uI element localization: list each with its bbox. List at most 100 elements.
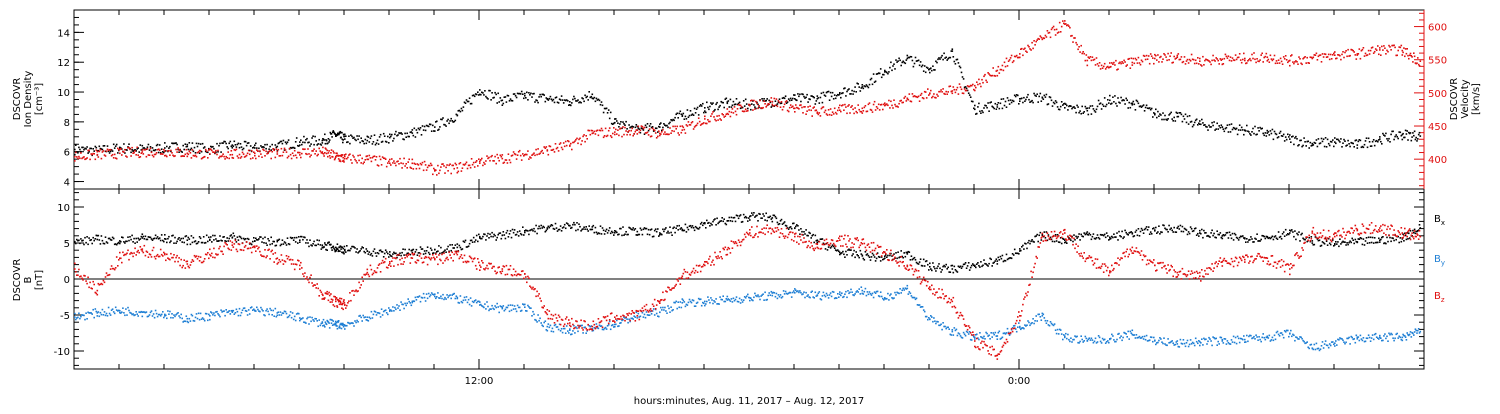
- density-point: [342, 139, 344, 141]
- velocity-point: [735, 111, 737, 113]
- velocity-point: [385, 158, 387, 160]
- density-point: [744, 105, 746, 107]
- velocity-point: [668, 134, 670, 136]
- density-point: [1108, 102, 1110, 104]
- density-point: [329, 139, 331, 141]
- by-point: [170, 317, 172, 319]
- density-point: [1187, 116, 1189, 118]
- bx-point: [391, 256, 393, 258]
- velocity-point-point: [457, 167, 459, 169]
- velocity-point: [720, 119, 722, 121]
- density-point: [1144, 110, 1146, 112]
- density-point: [945, 57, 947, 59]
- by-point: [157, 316, 159, 318]
- density-point-point: [1334, 141, 1336, 143]
- density-point: [412, 129, 414, 131]
- bx-point: [1035, 235, 1037, 237]
- bx-point: [997, 263, 999, 265]
- velocity-point: [361, 158, 363, 160]
- density-point: [521, 91, 523, 93]
- bx-point: [331, 249, 333, 251]
- density-point: [978, 103, 980, 105]
- bx-point: [810, 237, 812, 239]
- bx-point-point: [1132, 232, 1134, 234]
- velocity-point: [550, 146, 552, 148]
- velocity-point: [818, 114, 820, 116]
- velocity-point: [853, 113, 855, 115]
- density-point: [1143, 104, 1145, 106]
- velocity-point: [350, 159, 352, 161]
- velocity-point: [1404, 56, 1406, 58]
- density-point: [957, 59, 959, 61]
- bx-point: [593, 225, 595, 227]
- density-point: [858, 86, 860, 88]
- velocity-point: [344, 154, 346, 156]
- velocity-point: [89, 159, 91, 161]
- bx-point: [485, 239, 487, 241]
- bx-point-point: [637, 231, 639, 233]
- velocity-point: [893, 99, 895, 101]
- bx-point: [1230, 234, 1232, 236]
- density-point: [761, 98, 763, 100]
- velocity-point: [324, 152, 326, 154]
- bx-point: [400, 255, 402, 257]
- bx-point: [1297, 234, 1299, 236]
- by-point: [328, 322, 330, 324]
- velocity-point: [1279, 62, 1281, 64]
- density-point: [294, 147, 296, 149]
- velocity-point: [143, 153, 145, 155]
- bx-point: [176, 241, 178, 243]
- density-point: [1325, 137, 1327, 139]
- bx-point: [386, 251, 388, 253]
- velocity-point: [1011, 55, 1013, 57]
- velocity-point-point: [97, 154, 99, 156]
- velocity-point: [687, 125, 689, 127]
- velocity-point: [171, 152, 173, 154]
- bx-point: [976, 263, 978, 265]
- bx-point: [403, 254, 405, 256]
- bx-point: [950, 271, 952, 273]
- velocity-point: [1054, 29, 1056, 31]
- velocity-point: [294, 150, 296, 152]
- bx-point: [723, 218, 725, 220]
- velocity-point: [1047, 30, 1049, 32]
- bx-point: [539, 228, 541, 230]
- density-point: [1271, 133, 1273, 135]
- velocity-point: [1137, 62, 1139, 64]
- bx-point: [748, 217, 750, 219]
- bx-point: [996, 258, 998, 260]
- velocity-point: [1183, 61, 1185, 63]
- density-point: [1202, 122, 1204, 124]
- density-point: [432, 125, 434, 127]
- bx-point: [677, 229, 679, 231]
- density-point: [582, 98, 584, 100]
- velocity-point: [755, 101, 757, 103]
- velocity-point: [684, 129, 686, 131]
- velocity-point: [783, 106, 785, 108]
- velocity-point: [226, 157, 228, 159]
- velocity-point: [1016, 55, 1018, 57]
- density-point: [924, 65, 926, 67]
- velocity-point: [1394, 47, 1396, 49]
- velocity-point: [869, 102, 871, 104]
- density-point: [1366, 137, 1368, 139]
- bx-point: [583, 226, 585, 228]
- by-point: [85, 312, 87, 314]
- density-point: [669, 122, 671, 124]
- velocity-point: [618, 135, 620, 137]
- density-point: [746, 103, 748, 105]
- velocity-point: [845, 106, 847, 108]
- velocity-point: [937, 95, 939, 97]
- y-tick-label-bottom: 5: [64, 239, 70, 250]
- velocity-point: [1152, 57, 1154, 59]
- by-point: [410, 302, 412, 304]
- by-point: [163, 317, 165, 319]
- bx-point: [1359, 238, 1361, 240]
- by-point: [134, 314, 136, 316]
- bx-point: [343, 251, 345, 253]
- bx-point: [1253, 241, 1255, 243]
- density-point: [1035, 95, 1037, 97]
- density-point: [1273, 139, 1275, 141]
- velocity-point: [670, 132, 672, 134]
- bx-point: [423, 253, 425, 255]
